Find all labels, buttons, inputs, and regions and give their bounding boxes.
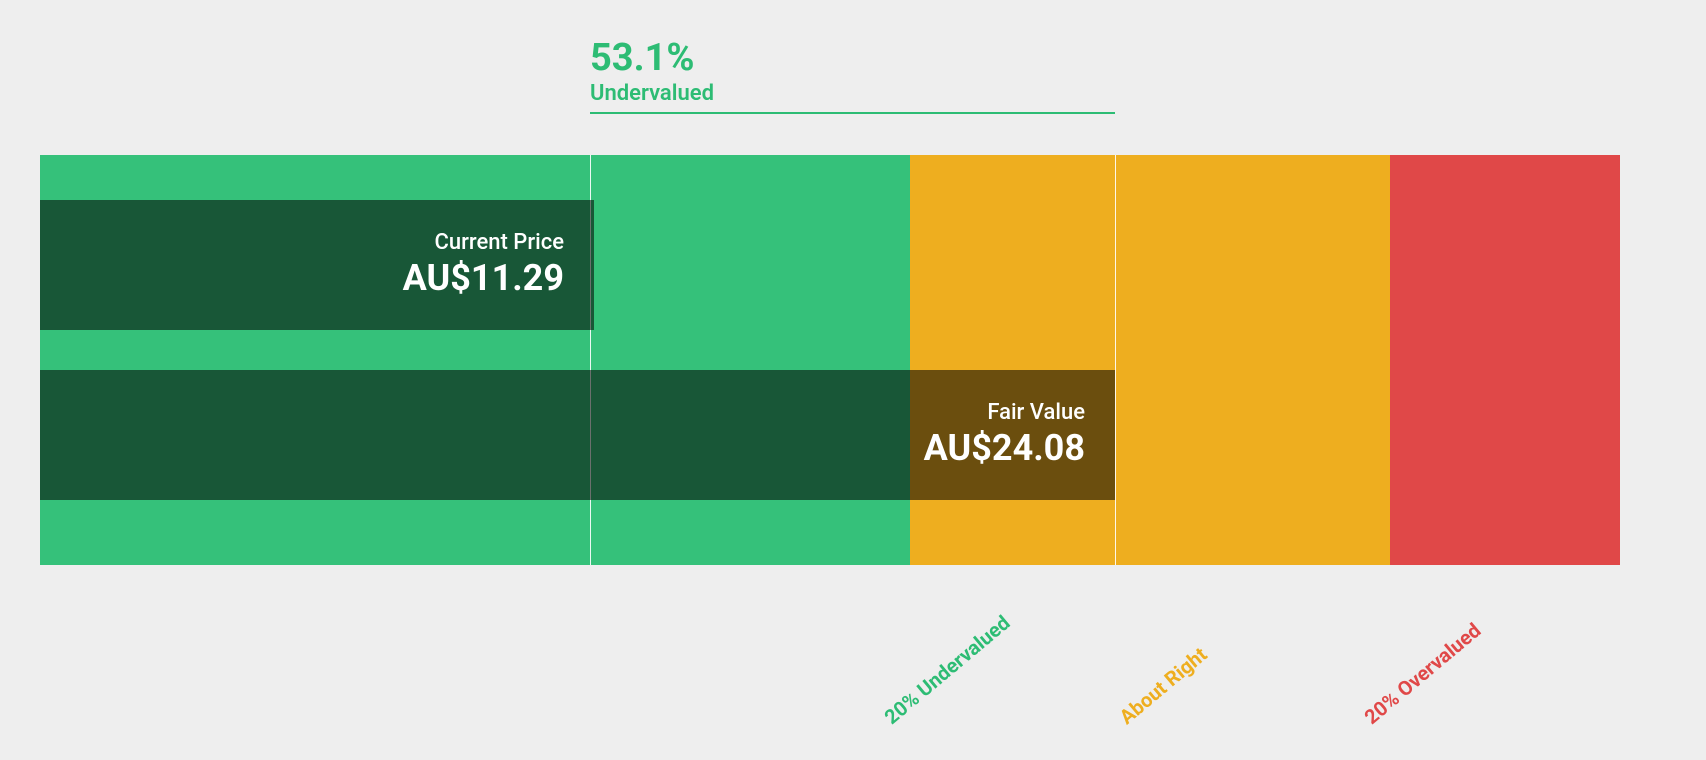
headline: 53.1% Undervalued — [590, 38, 714, 108]
fair-value-bar: Fair Value AU$24.08 — [40, 370, 1115, 500]
fair-value-label: Fair Value — [987, 400, 1085, 426]
label-about-right: About Right — [1115, 642, 1212, 729]
label-20-undervalued: 20% Undervalued — [880, 610, 1015, 729]
label-20-overvalued: 20% Overvalued — [1360, 618, 1486, 729]
current-price-value: AU$11.29 — [403, 257, 564, 300]
fair-value-value: AU$24.08 — [924, 427, 1085, 470]
current-price-bar: Current Price AU$11.29 — [40, 200, 594, 330]
headline-percent: 53.1% — [590, 38, 714, 80]
current-price-label: Current Price — [435, 230, 564, 256]
headline-status: Undervalued — [590, 80, 714, 109]
bracket-line — [590, 112, 1115, 114]
about-right-band — [910, 155, 1390, 565]
valuation-chart: Current Price AU$11.29 Fair Value AU$24.… — [40, 155, 1620, 565]
overvalued-band — [1390, 155, 1620, 565]
bracket-tick-right — [1115, 155, 1116, 565]
